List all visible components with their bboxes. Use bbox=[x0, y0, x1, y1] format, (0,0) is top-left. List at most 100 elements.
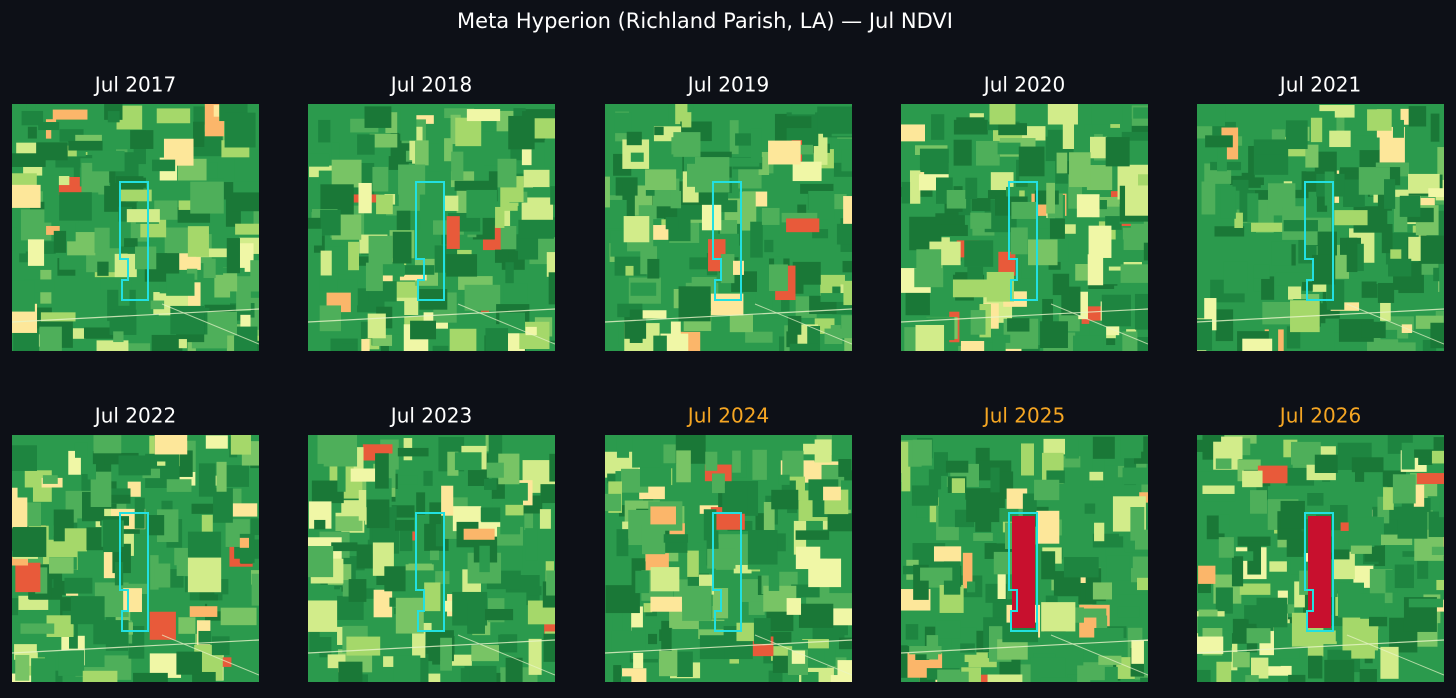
field bbox=[778, 474, 790, 485]
field bbox=[432, 345, 449, 351]
field bbox=[670, 321, 681, 348]
field bbox=[497, 158, 517, 188]
field bbox=[1377, 496, 1390, 524]
field bbox=[12, 445, 37, 471]
figure-title: Meta Hyperion (Richland Parish, LA) — Ju… bbox=[457, 9, 953, 33]
field bbox=[979, 674, 991, 682]
field bbox=[1062, 120, 1075, 149]
field bbox=[605, 199, 627, 229]
field bbox=[232, 488, 242, 504]
field bbox=[998, 123, 1027, 136]
field bbox=[235, 223, 259, 235]
field bbox=[997, 142, 1021, 155]
field bbox=[707, 548, 736, 569]
field bbox=[96, 340, 129, 351]
field bbox=[1046, 182, 1055, 214]
field bbox=[494, 249, 509, 263]
field bbox=[384, 566, 406, 592]
field bbox=[936, 224, 968, 237]
field bbox=[398, 164, 426, 195]
field bbox=[357, 134, 375, 155]
field bbox=[1232, 179, 1249, 191]
field bbox=[220, 607, 257, 626]
field bbox=[971, 198, 991, 211]
site-outline bbox=[712, 181, 742, 301]
field bbox=[1430, 113, 1440, 142]
field bbox=[178, 339, 187, 349]
field bbox=[605, 493, 622, 512]
field bbox=[1134, 293, 1148, 330]
field bbox=[376, 194, 393, 215]
field bbox=[1317, 231, 1337, 256]
field bbox=[1283, 220, 1318, 232]
field bbox=[745, 331, 773, 343]
field bbox=[789, 343, 819, 351]
field bbox=[440, 654, 472, 666]
field bbox=[661, 541, 688, 553]
field bbox=[253, 204, 259, 226]
field bbox=[1198, 565, 1216, 584]
field bbox=[366, 499, 390, 529]
field bbox=[630, 282, 657, 296]
field bbox=[1215, 458, 1232, 469]
field bbox=[987, 190, 1017, 200]
field bbox=[119, 189, 152, 202]
road bbox=[1197, 308, 1444, 323]
field bbox=[1269, 561, 1287, 572]
field bbox=[1324, 171, 1335, 206]
field bbox=[522, 111, 533, 128]
field bbox=[464, 665, 497, 682]
field bbox=[1280, 604, 1295, 614]
field bbox=[824, 647, 836, 666]
field bbox=[726, 157, 760, 167]
field bbox=[1094, 522, 1105, 542]
field bbox=[1022, 126, 1046, 141]
field bbox=[720, 254, 735, 284]
field bbox=[1084, 124, 1093, 134]
field bbox=[953, 139, 972, 166]
field bbox=[12, 556, 29, 566]
field bbox=[997, 571, 1006, 599]
field bbox=[83, 327, 117, 339]
road bbox=[308, 308, 555, 323]
field bbox=[814, 439, 832, 463]
field bbox=[817, 106, 852, 134]
field bbox=[391, 505, 415, 518]
field bbox=[369, 133, 398, 148]
field bbox=[752, 449, 767, 480]
field bbox=[827, 513, 852, 532]
field bbox=[397, 475, 418, 485]
field bbox=[440, 637, 452, 671]
field bbox=[841, 315, 852, 339]
field bbox=[960, 340, 985, 351]
road bbox=[161, 634, 259, 676]
field bbox=[967, 581, 976, 593]
field bbox=[966, 488, 1000, 523]
field bbox=[1141, 473, 1148, 501]
road bbox=[1346, 634, 1444, 676]
field bbox=[1100, 196, 1122, 207]
field bbox=[201, 514, 213, 538]
field bbox=[1416, 473, 1444, 484]
field bbox=[230, 435, 251, 455]
field bbox=[650, 567, 680, 592]
field bbox=[1131, 640, 1148, 664]
field bbox=[170, 305, 204, 335]
field bbox=[626, 131, 642, 146]
field bbox=[1408, 106, 1427, 127]
field bbox=[240, 314, 251, 331]
field bbox=[1439, 501, 1444, 518]
field bbox=[786, 218, 820, 233]
field bbox=[423, 470, 433, 486]
field bbox=[1316, 191, 1328, 212]
field bbox=[471, 645, 499, 662]
field bbox=[1089, 471, 1104, 481]
field bbox=[1392, 119, 1404, 138]
field bbox=[416, 492, 426, 515]
site-outline bbox=[1008, 181, 1038, 301]
field bbox=[1320, 549, 1350, 560]
field bbox=[211, 636, 230, 656]
field bbox=[1250, 490, 1267, 514]
field bbox=[1125, 182, 1148, 216]
field bbox=[331, 159, 362, 188]
